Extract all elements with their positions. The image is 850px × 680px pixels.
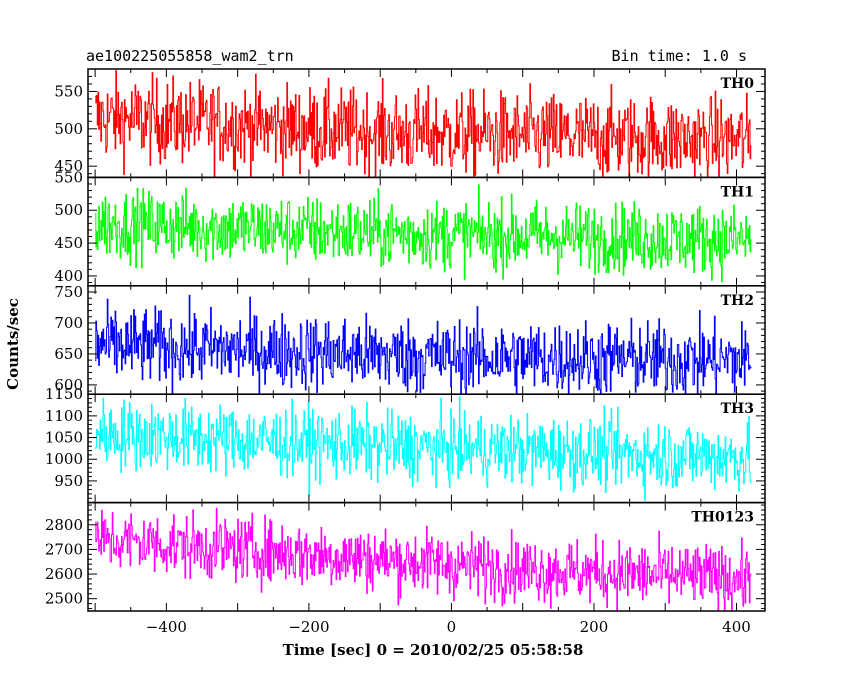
y-tick-label: 1100 (45, 407, 83, 425)
series-label: TH0123 (691, 510, 754, 526)
panels-group: 450 500 550 TH0 400 450 500 550 TH1 600 650 700 750 T… (45, 68, 766, 636)
series-label: TH2 (721, 293, 754, 309)
y-tick-label: 1050 (45, 429, 83, 447)
y-tick-label: 550 (54, 82, 83, 100)
y-tick-label: 950 (54, 472, 83, 490)
series-label: TH1 (721, 184, 754, 200)
chart-title: ae100225055858_wam2_trn (86, 47, 294, 65)
y-axis-label: Counts/sec (4, 298, 22, 390)
y-tick-label: 450 (54, 234, 83, 252)
y-tick-label: 1150 (45, 385, 83, 403)
series-line-th2 (95, 294, 752, 395)
series-line-th0123 (95, 507, 752, 612)
y-tick-label: 500 (54, 120, 83, 138)
y-tick-label: 2700 (45, 540, 83, 558)
y-tick-label: 2600 (45, 565, 83, 583)
y-tick-label: 2500 (45, 590, 83, 608)
y-tick-label: 2800 (45, 516, 83, 534)
x-tick-label: 0 (447, 618, 457, 636)
y-tick-label: 500 (54, 201, 83, 219)
x-tick-label: −400 (146, 618, 187, 636)
panel-frame-th0123 (87, 501, 766, 612)
y-tick-label: 400 (54, 267, 83, 285)
series-line-th3 (95, 396, 752, 501)
y-tick-label: 550 (54, 168, 83, 186)
series-line-th0 (95, 70, 752, 178)
x-tick-label: 200 (580, 618, 609, 636)
y-tick-label: 750 (54, 283, 83, 301)
x-axis-label: Time [sec] 0 = 2010/02/25 05:58:58 (283, 641, 584, 659)
y-tick-label: 1000 (45, 450, 83, 468)
y-tick-label: 450 (54, 157, 83, 175)
series-label: TH0 (721, 76, 755, 92)
series-line-th1 (95, 184, 752, 283)
x-tick-label: 400 (722, 618, 751, 636)
y-tick-label: 700 (54, 314, 83, 332)
bin-time-label: Bin time: 1.0 s (612, 47, 747, 65)
series-label: TH3 (721, 401, 754, 417)
y-tick-label: 600 (54, 376, 83, 394)
y-tick-label: 650 (54, 345, 83, 363)
x-tick-label: −200 (288, 618, 329, 636)
